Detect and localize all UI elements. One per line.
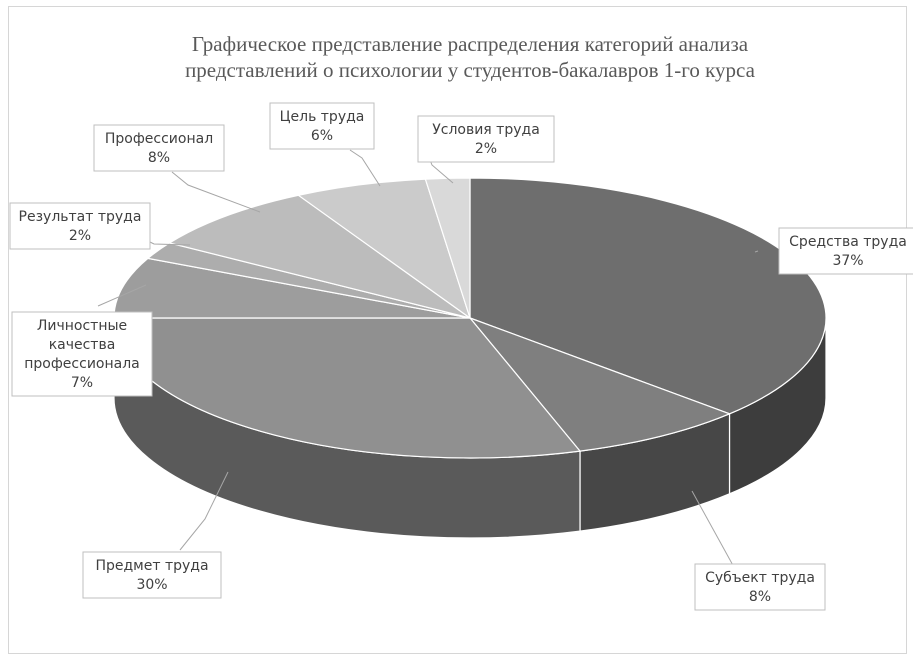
data-label-box [93,124,225,172]
data-label-условия-труда: Условия труда 2% [417,115,555,163]
data-label-личностные-качества-профессионала: Личностные качества профессионала 7% [11,311,153,397]
data-label-box [417,115,555,163]
data-label-category: качества [49,337,116,353]
data-label-средства-труда: Средства труда 37% [778,227,913,275]
data-label-category: Предмет труда [95,558,208,574]
data-label-percent: 6% [311,128,333,144]
data-label-percent: 7% [71,375,93,391]
data-label-box [694,563,826,611]
data-label-category: Средства труда [789,234,907,250]
leader-lines [97,149,759,570]
leader-line-предмет-труда [179,471,229,551]
pie-top-faces [113,177,827,459]
data-label-percent: 8% [749,589,771,605]
data-label-box [82,551,222,599]
leader-line-личностные-качества-профессионала [97,284,147,307]
data-label-субъект-труда: Субъект труда 8% [694,563,826,611]
data-label-percent: 37% [832,253,863,269]
leader-line-цель-труда [349,149,381,187]
chart-title-line-1: Графическое представление распределения … [192,32,749,56]
data-label-box [269,102,375,150]
pie-slice-профессионал [167,194,471,319]
chart-title: Графическое представление распределения … [185,32,756,82]
pie-slice-субъект-труда [468,316,732,452]
leader-line-результат-труда [149,241,191,246]
data-label-category: Субъект труда [705,570,815,586]
data-label-percent: 2% [475,141,497,157]
data-label-box [778,227,913,275]
data-labels: Средства труда 37% Субъект труда 8% Предмет … [9,102,913,611]
data-label-percent: 8% [148,150,170,166]
leader-line-средства-труда [754,250,759,253]
data-label-предмет-труда: Предмет труда 30% [82,551,222,599]
data-label-профессионал: Профессионал 8% [93,124,225,172]
data-label-результат-труда: Результат труда 2% [9,202,151,250]
pie-slice-цель-труда [297,178,472,320]
data-label-box [11,311,153,397]
data-label-category: Результат труда [19,209,142,225]
chart-title-line-2: представлений о психологии у студентов-б… [185,58,756,82]
data-label-box [9,202,151,250]
data-label-цель-труда: Цель труда 6% [269,102,375,150]
data-label-category: Условия труда [432,122,540,138]
leader-line-субъект-труда [691,490,736,570]
leader-line-профессионал [171,171,261,213]
data-label-category: профессионала [24,356,140,372]
data-label-percent: 2% [69,228,91,244]
data-label-percent: 30% [136,577,167,593]
data-label-category: Цель труда [280,109,365,125]
data-label-category: Личностные [37,318,127,334]
data-label-category: Профессионал [105,131,213,147]
